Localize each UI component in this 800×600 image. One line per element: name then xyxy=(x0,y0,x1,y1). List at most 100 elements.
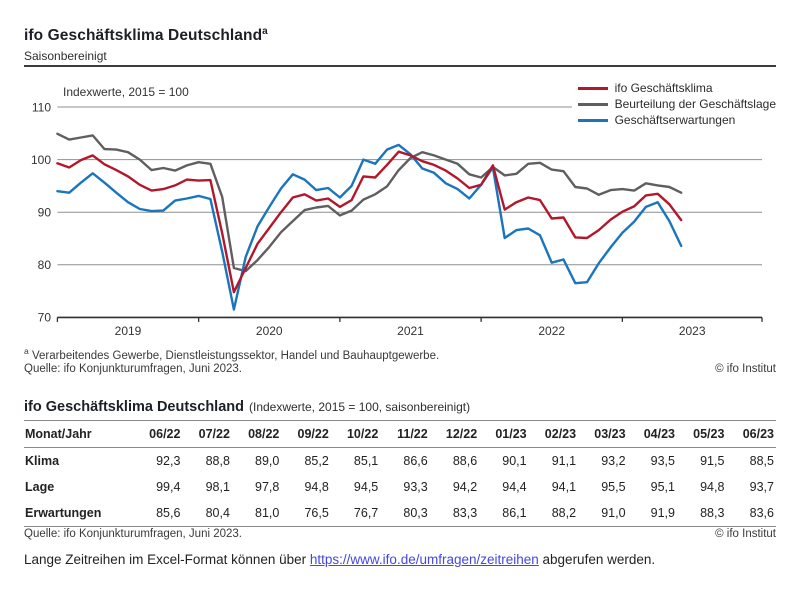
table-cell: 94,8 xyxy=(304,480,329,494)
legend-item: ifo Geschäftsklima xyxy=(577,80,776,96)
table-cell: 86,1 xyxy=(479,500,529,527)
axis-unit-note: Indexwerte, 2015 = 100 xyxy=(63,85,189,99)
table-body: Klima 92,3 88,8 89,0 85,2 85,1 86,6 88,6 90,1 91,… xyxy=(24,448,776,527)
page-title: ifo Geschäftsklima Deutschlanda xyxy=(24,26,268,45)
col-header: 02/23 xyxy=(528,420,579,448)
x-year-label: 2021 xyxy=(397,324,424,338)
table-cell: 85,2 xyxy=(304,454,329,468)
line-chart: 110 100 90 80 70 2019 2020 2021 2022 2023 xyxy=(31,100,763,338)
col-header: 05/23 xyxy=(676,420,727,448)
table-cell: 90,1 xyxy=(502,454,527,468)
download-note-suffix: abgerufen werden. xyxy=(538,552,656,567)
x-year-label: 2020 xyxy=(256,324,283,338)
table-cell: 83,3 xyxy=(429,500,480,527)
table-cell: 88,2 xyxy=(528,500,579,527)
legend-item: Geschäftserwartungen xyxy=(577,112,776,128)
legend-line-swatch xyxy=(577,86,608,90)
chart-legend: ifo Geschäftsklima Beurteilung der Geschä… xyxy=(571,80,776,130)
legend-item: Beurteilung der Geschäftslage xyxy=(577,96,776,112)
table-cell: 98,1 xyxy=(205,480,230,494)
table-cell: 88,5 xyxy=(749,454,774,468)
table-header: Monat/Jahr 06/22 07/22 08/22 09/22 10/22 11/22… xyxy=(24,420,776,448)
table-cell: 94,8 xyxy=(700,480,725,494)
table-cell: 99,4 xyxy=(156,480,181,494)
col-header: 03/23 xyxy=(578,420,628,448)
table-cell: 83,6 xyxy=(726,500,776,527)
table-cell: 89,0 xyxy=(255,454,280,468)
table-cell: 85,6 xyxy=(133,500,183,527)
col-header: 06/22 xyxy=(133,420,183,448)
copyright-text: © ifo Institut xyxy=(715,528,776,540)
col-header: 04/23 xyxy=(627,420,677,448)
series-line-lage xyxy=(56,132,683,273)
title-footnote-marker: a xyxy=(262,26,268,37)
legend-label: Beurteilung der Geschäftslage xyxy=(614,97,776,111)
table-cell: 93,5 xyxy=(650,454,675,468)
row-label: Erwartungen xyxy=(24,500,133,527)
series-line-klima xyxy=(56,150,683,294)
table-cell: 76,5 xyxy=(281,500,331,527)
col-header: 01/23 xyxy=(479,420,529,448)
table-cell: 88,8 xyxy=(205,454,230,468)
table-cell: 85,1 xyxy=(353,454,379,468)
y-tick-label: 80 xyxy=(38,258,52,272)
y-tick-label: 90 xyxy=(38,206,52,220)
row-label: Lage xyxy=(25,480,55,494)
table-cell: 91,5 xyxy=(700,454,725,468)
table-title-note: (Indexwerte, 2015 = 100, saisonbereinigt… xyxy=(248,400,471,414)
x-year-label: 2019 xyxy=(115,324,142,338)
table-cell: 91,1 xyxy=(551,454,577,468)
col-header: 11/22 xyxy=(380,420,430,448)
index-values-table: Monat/Jahr 06/22 07/22 08/22 09/22 10/22 11/22… xyxy=(24,420,776,527)
chart-source-row: Quelle: ifo Konjunkturumfragen, Juni 202… xyxy=(24,363,776,375)
table-cell: 94,1 xyxy=(551,480,577,494)
page-title-text: ifo Geschäftsklima Deutschland xyxy=(24,27,263,45)
table-cell: 76,7 xyxy=(330,500,381,527)
source-text: Quelle: ifo Konjunkturumfragen, Juni 202… xyxy=(24,528,242,540)
footnote-marker: a xyxy=(24,346,29,356)
header-rule xyxy=(24,65,776,67)
col-header: 10/22 xyxy=(330,420,381,448)
table-cell: 88,6 xyxy=(452,454,478,468)
legend-line-swatch xyxy=(577,102,608,106)
footnote-text: Verarbeitendes Gewerbe, Dienstleistungss… xyxy=(31,349,440,362)
table-cell: 80,4 xyxy=(182,500,232,527)
table-cell: 81,0 xyxy=(231,500,282,527)
table-source-row: Quelle: ifo Konjunkturumfragen, Juni 202… xyxy=(24,528,776,540)
table-cell: 88,3 xyxy=(676,500,727,527)
table-cell: 91,9 xyxy=(627,500,677,527)
table-title-text: ifo Geschäftsklima Deutschland xyxy=(24,399,244,415)
y-tick-label: 70 xyxy=(38,311,52,325)
table-cell: 93,2 xyxy=(601,454,626,468)
footnote: a Verarbeitendes Gewerbe, Dienstleistung… xyxy=(24,346,439,362)
table-header-row: Monat/Jahr 06/22 07/22 08/22 09/22 10/22 11/22… xyxy=(24,420,776,448)
y-tick-label: 110 xyxy=(32,100,51,114)
col-header: 06/23 xyxy=(726,420,776,448)
copyright-text: © ifo Institut xyxy=(715,363,776,375)
col-header: 07/22 xyxy=(182,420,232,448)
col-header: 08/22 xyxy=(231,420,282,448)
row-label: Klima xyxy=(25,454,60,468)
table-row: Lage 99,4 98,1 97,8 94,8 94,5 93,3 94,2 94,4 94,1… xyxy=(24,474,776,500)
source-text: Quelle: ifo Konjunkturumfragen, Juni 202… xyxy=(24,363,242,375)
y-tick-label: 100 xyxy=(31,153,51,167)
col-header-monat-jahr: Monat/Jahr xyxy=(24,420,133,448)
legend-label: ifo Geschäftsklima xyxy=(614,81,713,95)
page-subtitle: Saisonbereinigt xyxy=(24,49,107,63)
table-cell: 93,3 xyxy=(403,480,428,494)
table-cell: 94,5 xyxy=(353,480,379,494)
table-cell: 94,2 xyxy=(452,480,478,494)
table-cell: 93,7 xyxy=(749,480,774,494)
x-year-label: 2022 xyxy=(538,324,565,338)
zeitreihen-link[interactable]: https://www.ifo.de/umfragen/zeitreihen xyxy=(309,552,539,567)
download-note: Lange Zeitreihen im Excel-Format können … xyxy=(24,552,655,567)
table-cell: 92,3 xyxy=(156,454,181,468)
col-header: 09/22 xyxy=(281,420,331,448)
legend-label: Geschäftserwartungen xyxy=(614,113,736,127)
table-cell: 91,0 xyxy=(578,500,628,527)
table-cell: 80,3 xyxy=(380,500,430,527)
table-row: Erwartungen 85,6 80,4 81,0 76,5 76,7 80,3 83,3 8… xyxy=(24,500,776,527)
table-row: Klima 92,3 88,8 89,0 85,2 85,1 86,6 88,6 90,1 91,… xyxy=(24,448,776,475)
table-cell: 95,1 xyxy=(650,480,675,494)
